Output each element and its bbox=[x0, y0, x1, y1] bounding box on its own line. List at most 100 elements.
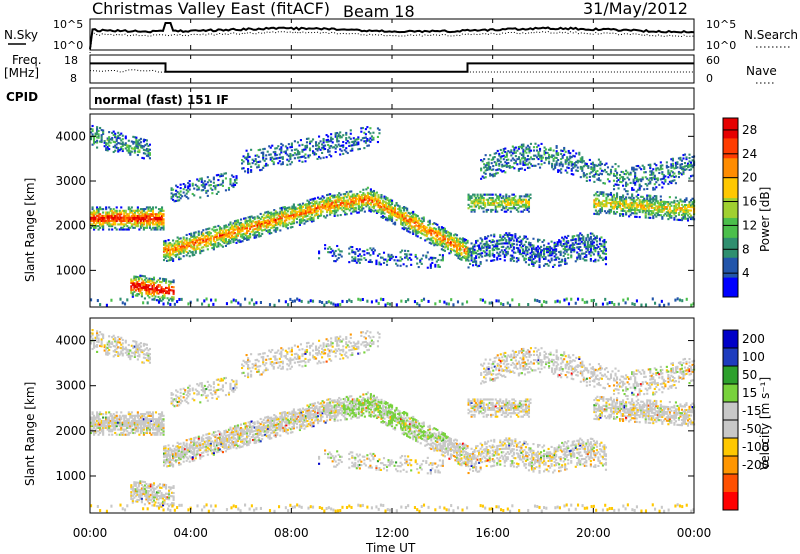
freq-panel: Freq. [MHz] 18 8 60 0 Nave bbox=[4, 53, 777, 85]
power-cell bbox=[523, 257, 526, 260]
power-cell bbox=[521, 255, 524, 258]
power-cell bbox=[366, 196, 369, 200]
power-cell bbox=[463, 239, 466, 242]
power-cell bbox=[483, 176, 486, 179]
power-cell bbox=[223, 240, 226, 243]
power-cell bbox=[331, 146, 334, 149]
power-cell bbox=[650, 203, 653, 206]
power-cell bbox=[235, 223, 238, 226]
power-cell bbox=[494, 205, 497, 208]
power-cell bbox=[557, 170, 560, 173]
power-cell bbox=[487, 168, 490, 171]
power-cell bbox=[274, 210, 277, 213]
power-cell bbox=[346, 140, 349, 143]
power-cell bbox=[549, 247, 552, 250]
power-cell bbox=[626, 203, 629, 206]
power-cell bbox=[458, 244, 462, 247]
power-cell bbox=[594, 250, 597, 253]
power-cell bbox=[502, 207, 505, 210]
power-cell bbox=[497, 197, 500, 200]
power-cell bbox=[664, 205, 667, 209]
power-cell bbox=[164, 278, 168, 281]
power-cell bbox=[517, 145, 520, 149]
power-cell bbox=[384, 208, 388, 211]
power-cell bbox=[558, 239, 561, 242]
power-cell bbox=[448, 235, 451, 238]
power-cell bbox=[612, 193, 616, 196]
power-cell bbox=[674, 166, 677, 169]
power-cell bbox=[244, 222, 247, 225]
power-cell bbox=[312, 199, 315, 202]
power-cell bbox=[674, 196, 677, 199]
power-cell bbox=[127, 214, 130, 217]
power-cell bbox=[147, 221, 150, 224]
power-cell bbox=[194, 183, 197, 186]
power-cell bbox=[302, 148, 306, 151]
freq-tick-top: 18 bbox=[64, 54, 78, 67]
power-cell bbox=[221, 179, 224, 182]
power-cell bbox=[487, 158, 490, 161]
power-cell bbox=[656, 210, 659, 213]
power-cell bbox=[360, 200, 363, 203]
power-cell bbox=[262, 220, 265, 223]
power-cell bbox=[480, 177, 483, 180]
power-cell bbox=[523, 243, 526, 246]
power-cell bbox=[622, 202, 625, 206]
power-cell bbox=[689, 161, 693, 164]
power-cell bbox=[541, 156, 545, 159]
power-cell bbox=[473, 195, 476, 198]
power-cell bbox=[199, 248, 202, 251]
power-cell bbox=[513, 151, 516, 155]
power-cell bbox=[221, 240, 224, 243]
power-cell bbox=[608, 173, 611, 176]
power-cell bbox=[275, 153, 278, 157]
power-cell bbox=[145, 226, 148, 229]
power-cell bbox=[135, 209, 138, 212]
power-cell bbox=[274, 154, 277, 157]
power-cell bbox=[680, 159, 684, 162]
power-cell bbox=[431, 239, 434, 243]
power-cell bbox=[157, 216, 161, 219]
power-cell bbox=[318, 208, 321, 211]
power-cell bbox=[667, 182, 670, 186]
power-cell bbox=[96, 208, 99, 211]
power-cell bbox=[123, 211, 126, 214]
power-cell bbox=[532, 247, 535, 251]
power-cell bbox=[106, 211, 109, 214]
power-cell bbox=[150, 218, 153, 221]
power-cell bbox=[528, 149, 531, 152]
power-cell bbox=[443, 231, 446, 234]
power-cell bbox=[511, 200, 514, 203]
power-cell bbox=[138, 144, 141, 147]
power-cell bbox=[147, 206, 150, 209]
power-cell bbox=[667, 212, 670, 216]
power-cell bbox=[552, 159, 555, 162]
power-cell bbox=[203, 185, 206, 188]
power-cell bbox=[94, 211, 97, 214]
power-cell bbox=[583, 240, 586, 243]
power-cell bbox=[558, 162, 561, 165]
power-cell bbox=[329, 203, 332, 206]
power-cell bbox=[223, 241, 226, 244]
power-cell bbox=[606, 173, 610, 176]
power-cell bbox=[353, 203, 356, 206]
power-cell bbox=[522, 160, 525, 163]
power-cell bbox=[306, 202, 309, 206]
power-cell bbox=[472, 252, 475, 255]
power-cell bbox=[404, 222, 407, 225]
power-cell bbox=[689, 163, 693, 166]
power-cell bbox=[523, 156, 526, 160]
power-cell bbox=[475, 239, 478, 243]
power-cell bbox=[292, 154, 295, 157]
power-cell bbox=[646, 184, 649, 187]
power-cell bbox=[136, 142, 139, 145]
power-cell bbox=[376, 140, 380, 144]
power-cell bbox=[650, 205, 653, 208]
power-cell bbox=[142, 221, 145, 224]
power-cell bbox=[484, 193, 487, 196]
power-cell bbox=[505, 165, 508, 168]
power-cell bbox=[289, 226, 292, 229]
power-cell bbox=[309, 212, 312, 215]
power-cell bbox=[679, 158, 682, 161]
power-cell bbox=[602, 170, 605, 173]
